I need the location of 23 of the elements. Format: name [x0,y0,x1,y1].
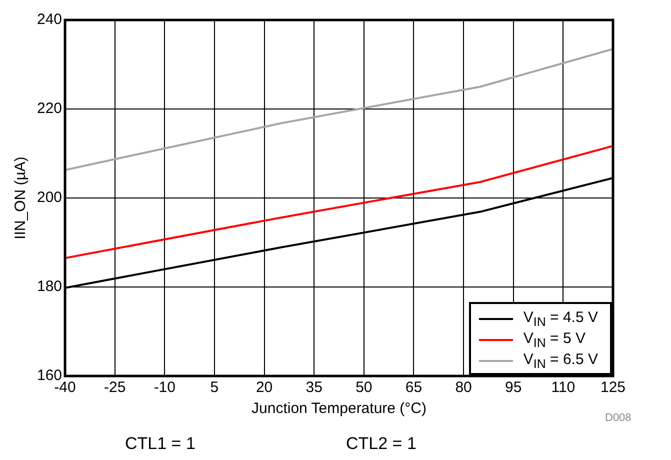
x-tick-label: 95 [505,379,522,396]
text: D008 [605,412,632,424]
x-tick-label: 125 [600,379,626,396]
x-tick-label: 65 [405,379,422,396]
legend-label: V$_{IN}$ = 6.5 V [523,350,598,370]
y-tick-label: 200 [36,189,62,206]
x-tick-label: 35 [306,379,322,396]
y-tick-label: 180 [36,278,62,296]
y-axis-title: IIN_ON (µA) [12,156,30,240]
legend-label: V$_{IN}$ = 4.5 V [523,308,598,328]
x-tick-label: 80 [455,379,472,396]
legend-label: V$_{IN}$ = 5 V [523,330,586,350]
y-tick-label: 220 [36,100,62,118]
x-tick-label: -10 [154,379,176,396]
y-tick-label: 240 [36,11,62,28]
x-tick-label: 110 [551,379,576,396]
x-axis-title: Junction Temperature (°C) [252,400,426,418]
x-tick-label: -25 [104,379,126,396]
text: CTL1 = 1 [125,434,196,454]
x-tick-label: 20 [256,379,273,396]
x-tick-label: 5 [210,379,219,396]
x-tick-label: 50 [356,379,372,396]
text: CTL2 = 1 [346,434,416,454]
